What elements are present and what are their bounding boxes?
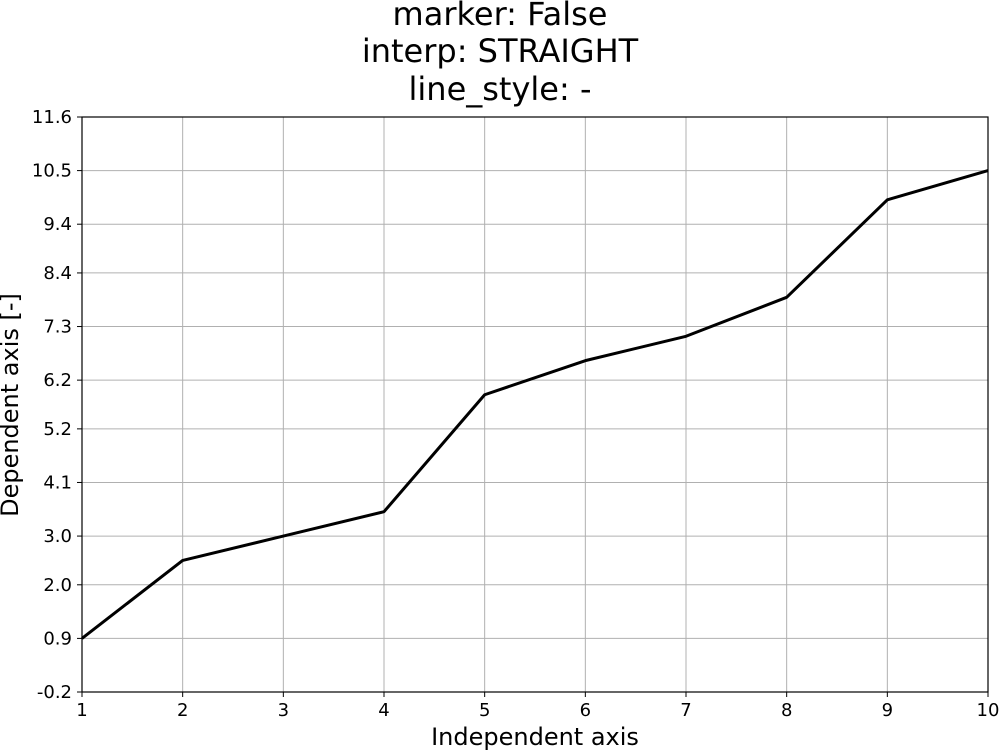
grid <box>81 116 989 693</box>
y-axis-ticks: -0.2 0.9 2.0 3.0 4.1 5.2 6.2 7.3 8.4 9.4 10.5 11.6 <box>32 107 82 703</box>
chart-title-line-1: marker: False <box>393 0 608 33</box>
y-tick-label: 10.5 <box>32 161 72 182</box>
x-axis-ticks: 1 2 3 4 5 6 7 8 9 10 <box>76 692 999 721</box>
y-tick-label: 7.3 <box>43 317 72 338</box>
y-tick-label: 8.4 <box>43 263 72 284</box>
x-tick-label: 3 <box>278 700 289 721</box>
y-tick-label: 11.6 <box>32 107 72 128</box>
x-tick-label: 4 <box>378 700 389 721</box>
chart-title-line-2: interp: STRAIGHT <box>362 32 639 70</box>
y-axis-label: Dependent axis [-] <box>0 293 24 517</box>
y-tick-label: 4.1 <box>43 472 72 493</box>
chart-title-line-3: line_style: - <box>409 70 592 108</box>
series-layer <box>81 169 989 640</box>
x-tick-label: 9 <box>882 700 893 721</box>
x-axis-label: Independent axis <box>431 723 639 750</box>
y-tick-label: 0.9 <box>43 628 72 649</box>
x-tick-label: 7 <box>680 700 691 721</box>
x-tick-label: 2 <box>177 700 188 721</box>
x-tick-label: 6 <box>580 700 591 721</box>
y-tick-label: 5.2 <box>43 419 72 440</box>
x-tick-label: 8 <box>781 700 792 721</box>
y-tick-label: 9.4 <box>43 214 72 235</box>
series-line <box>81 169 989 640</box>
x-tick-label: 1 <box>76 700 87 721</box>
y-tick-label: -0.2 <box>37 682 72 703</box>
y-tick-label: 6.2 <box>43 370 72 391</box>
chart-title: marker: False interp: STRAIGHT line_styl… <box>362 0 639 108</box>
plot-frame <box>81 116 989 693</box>
x-tick-label: 5 <box>479 700 490 721</box>
y-tick-label: 3.0 <box>43 526 72 547</box>
x-tick-label: 10 <box>977 700 1000 721</box>
y-tick-label: 2.0 <box>43 575 72 596</box>
